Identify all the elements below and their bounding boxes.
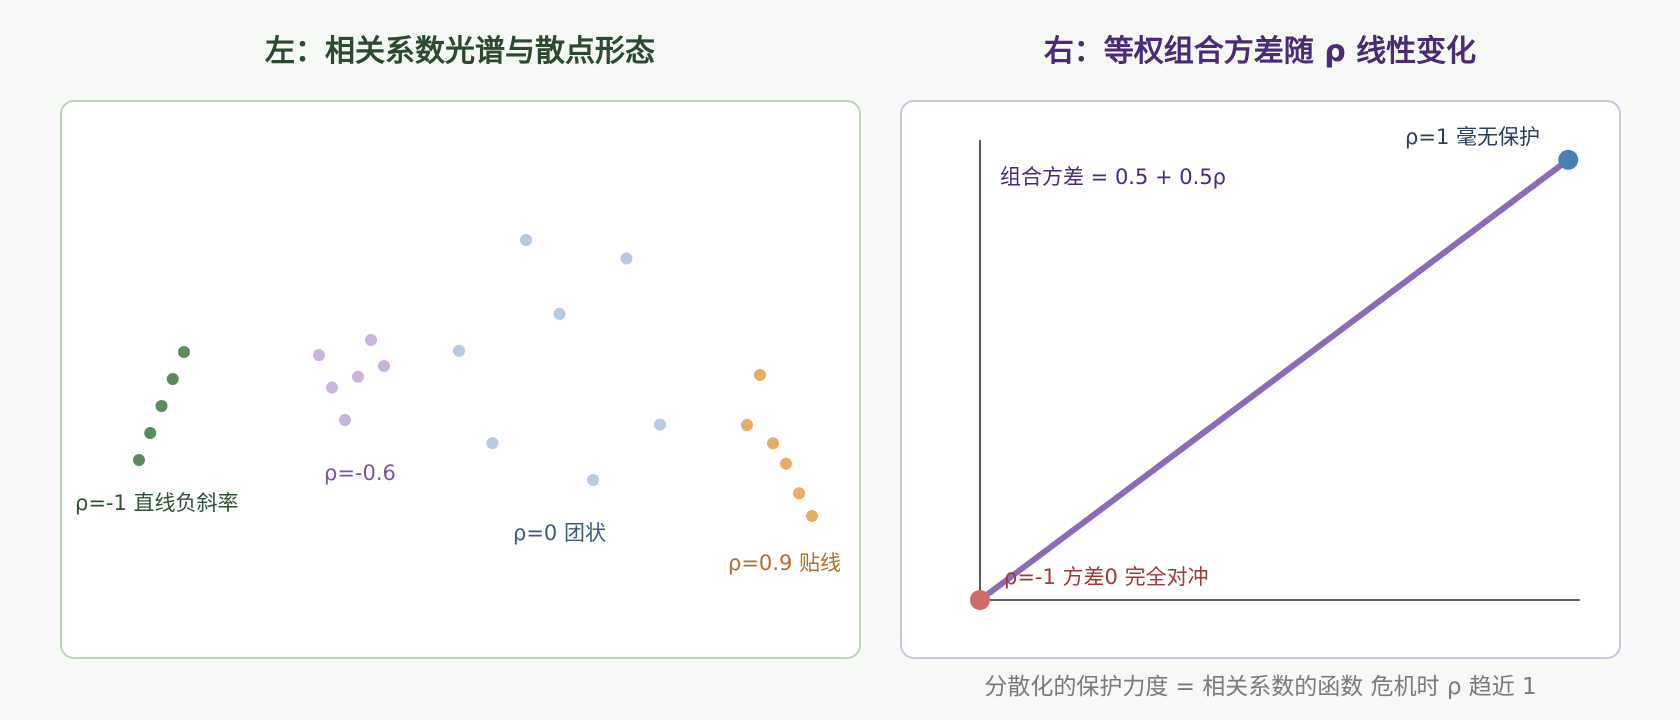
scatter-point (352, 370, 364, 383)
high-label: ρ=1 毫无保护 (1405, 125, 1540, 149)
caption: 分散化的保护力度 = 相关系数的函数 危机时 ρ 趋近 1 (984, 674, 1537, 700)
group-label: ρ=0 团状 (513, 521, 606, 545)
scatter-point (620, 252, 633, 265)
scatter-point (144, 427, 157, 439)
scatter-point (378, 359, 390, 372)
scatter-group (133, 346, 190, 466)
group-label: ρ=-1 直线负斜率 (75, 491, 239, 515)
right-title: 右：等权组合方差随 ρ 线性变化 (1043, 34, 1477, 69)
scatter-point (587, 474, 599, 486)
scatter-group (313, 334, 390, 426)
group-label: ρ=0.9 贴线 (728, 551, 841, 575)
left-title: 左：相关系数光谱与散点形态 (265, 34, 655, 69)
scatter-point (453, 344, 465, 357)
scatter-point (806, 510, 818, 522)
left-panel (60, 100, 861, 659)
scatter-point (166, 373, 179, 385)
scatter-point (313, 349, 325, 362)
scatter-point (365, 334, 377, 346)
scatter-point (520, 234, 532, 246)
scatter-point (793, 487, 805, 500)
scatter-point (326, 381, 338, 394)
scatter-point (553, 307, 566, 320)
scatter-point (155, 400, 168, 412)
high-point (1558, 149, 1579, 170)
scatter-point (754, 369, 766, 381)
scatter-point (133, 454, 145, 466)
scatter-point (654, 418, 666, 431)
formula-label: 组合方差 = 0.5 + 0.5ρ (1000, 165, 1226, 189)
scatter-point (780, 457, 792, 470)
low-point (970, 590, 990, 610)
scatter-point (178, 346, 190, 358)
scatter-point (486, 437, 499, 450)
scatter-point (767, 437, 779, 450)
scatter-group (741, 369, 818, 522)
scatter-group (453, 234, 666, 486)
scatter-point (741, 419, 753, 432)
variance-line (977, 156, 1572, 603)
low-label: ρ=-1 方差0 完全对冲 (1004, 565, 1209, 589)
group-label: ρ=-0.6 (324, 461, 396, 485)
right-panel (900, 100, 1621, 659)
scatter-point (339, 414, 351, 426)
